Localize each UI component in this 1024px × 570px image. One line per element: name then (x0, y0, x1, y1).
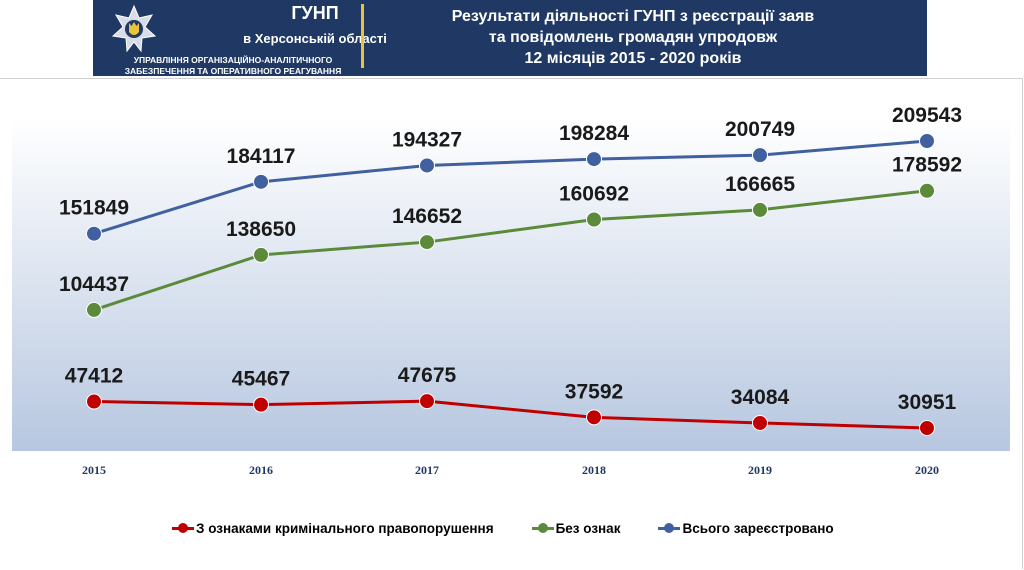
x-tick-label: 2018 (582, 463, 606, 477)
title-line2: та повідомлень громадян упродовж (488, 29, 778, 46)
series-0-data-label: 151849 (59, 197, 129, 220)
series-2-data-label: 34084 (731, 386, 790, 409)
title-line1: Результати діяльності ГУНП з реєстрації … (451, 8, 815, 25)
series-1-point (86, 301, 102, 318)
series-1-data-label: 146652 (392, 205, 462, 228)
series-0-point (752, 147, 768, 164)
legend-label: Всього зареєстровано (682, 520, 834, 536)
title-line3: 12 місяців 2015 - 2020 років (524, 50, 742, 67)
police-emblem-icon (111, 4, 157, 54)
header-divider (361, 4, 364, 68)
series-1-data-label: 178592 (892, 154, 962, 177)
series-0-point (919, 133, 935, 149)
org-region: в Херсонській області (243, 31, 387, 46)
series-1-data-label: 160692 (559, 183, 629, 206)
series-1-point (752, 201, 768, 218)
x-tick-label: 2015 (82, 463, 106, 477)
legend-label: З ознаками кримінального правопорушення (196, 520, 494, 536)
series-0-point (86, 225, 102, 242)
series-2-point (86, 393, 102, 410)
series-2-point (586, 409, 602, 426)
series-0-data-label: 200749 (725, 118, 795, 141)
chart-legend: З ознаками кримінального правопорушення Б… (172, 519, 872, 537)
org-name: ГУНП (291, 3, 339, 23)
series-0-line (93, 139, 928, 236)
legend-item: Всього зареєстровано (658, 520, 834, 536)
legend-item: З ознаками кримінального правопорушення (172, 521, 494, 536)
series-2-data-label: 45467 (232, 368, 290, 391)
series-0-data-label: 194327 (392, 128, 462, 151)
legend-swatch (531, 523, 554, 533)
series-1-line (93, 189, 928, 312)
series-2-line (93, 399, 928, 430)
org-department-line2: ЗАБЕЗПЕЧЕННЯ ТА ОПЕРАТИВНОГО РЕАГУВАННЯ (124, 66, 342, 76)
header-banner: ГУНП в Херсонській області УПРАВЛІННЯ ОР… (93, 0, 927, 76)
series-1-data-label: 104437 (59, 273, 129, 296)
series-1-point (586, 211, 602, 228)
series-1-data-label: 166665 (725, 173, 795, 196)
series-0-point (586, 151, 602, 168)
org-department: УПРАВЛІННЯ ОРГАНІЗАЦІЙНО-АНАЛІТИЧНОГО ЗА… (125, 55, 342, 77)
series-0-point (253, 173, 269, 190)
series-2-point (253, 396, 269, 413)
series-2-data-label: 47675 (398, 364, 457, 387)
series-0-data-label: 209543 (892, 104, 962, 127)
x-tick-label: 2016 (249, 463, 273, 477)
series-2-point (752, 414, 768, 431)
series-2-point (419, 393, 435, 410)
legend-swatch (172, 523, 194, 533)
series-0-point (419, 157, 435, 174)
series-0-data-label: 198284 (559, 122, 629, 145)
chart-frame (0, 78, 1023, 569)
series-1-point (253, 246, 269, 263)
plot-area (12, 118, 1010, 451)
series-2-data-label: 47412 (65, 365, 123, 388)
org-department-line1: УПРАВЛІННЯ ОРГАНІЗАЦІЙНО-АНАЛІТИЧНОГО (133, 55, 333, 65)
series-0-data-label: 184117 (227, 145, 296, 168)
legend-label: Без ознак (555, 520, 621, 536)
legend-item: Без ознак (531, 520, 621, 536)
x-tick-label: 2019 (748, 463, 772, 477)
page-title: Результати діяльності ГУНП з реєстрації … (452, 6, 815, 69)
series-2-point (919, 420, 935, 436)
x-tick-label: 2017 (415, 463, 439, 477)
series-2-data-label: 37592 (565, 380, 623, 403)
series-1-point (919, 182, 935, 199)
series-1-data-label: 138650 (226, 218, 296, 241)
legend-swatch (658, 523, 681, 533)
series-1-point (419, 234, 435, 251)
x-tick-label: 2020 (915, 463, 939, 477)
series-2-data-label: 30951 (898, 391, 957, 414)
